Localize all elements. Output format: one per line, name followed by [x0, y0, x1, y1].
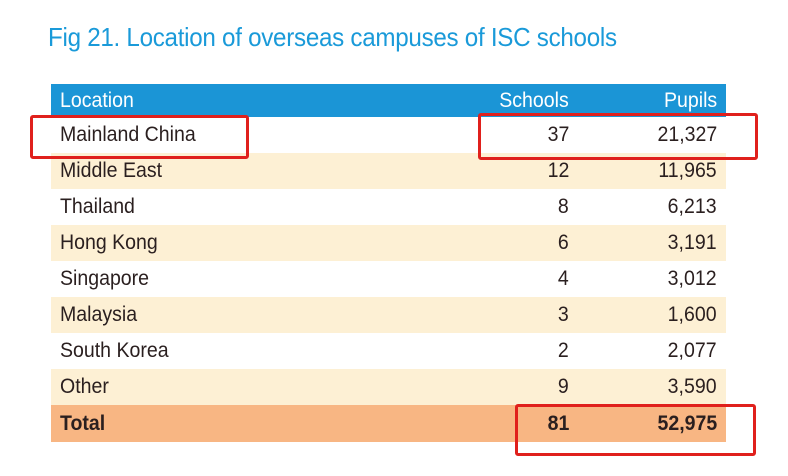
row-pupils: 3,012 [668, 267, 717, 290]
row-schools: 8 [558, 195, 569, 218]
header-location: Location [60, 89, 134, 112]
highlight-box-mainland-china-values [478, 113, 758, 160]
row-pupils: 11,965 [658, 159, 717, 182]
header-pupils: Pupils [663, 89, 717, 112]
table-row: Singapore 4 3,012 [51, 261, 726, 297]
row-schools: 12 [547, 159, 569, 182]
row-location: South Korea [60, 339, 169, 362]
row-pupils: 3,191 [668, 231, 717, 254]
row-location: Middle East [60, 159, 163, 182]
row-pupils: 1,600 [668, 303, 717, 326]
table-row: South Korea 2 2,077 [51, 333, 726, 369]
total-label: Total [60, 411, 106, 435]
table-row: Malaysia 3 1,600 [51, 297, 726, 333]
row-pupils: 3,590 [668, 375, 717, 398]
row-location: Mainland China [60, 123, 196, 146]
row-schools: 2 [558, 339, 569, 362]
row-location: Hong Kong [60, 231, 158, 254]
row-location: Singapore [60, 267, 150, 290]
row-schools: 37 [547, 123, 569, 146]
total-schools: 81 [547, 411, 569, 435]
row-schools: 6 [558, 231, 569, 254]
row-pupils: 21,327 [657, 123, 717, 146]
highlight-box-mainland-china-label [30, 115, 249, 159]
highlight-box-total-values [515, 404, 756, 456]
row-location: Other [60, 375, 109, 398]
row-schools: 4 [558, 267, 569, 290]
total-pupils: 52,975 [657, 411, 717, 435]
row-location: Malaysia [60, 303, 138, 326]
row-pupils: 2,077 [668, 339, 717, 362]
table-row: Thailand 8 6,213 [51, 189, 726, 225]
table-row: Other 9 3,590 [51, 369, 726, 405]
figure-title: Fig 21. Location of overseas campuses of… [48, 22, 617, 52]
row-schools: 3 [558, 303, 569, 326]
row-schools: 9 [558, 375, 569, 398]
row-pupils: 6,213 [668, 195, 717, 218]
campus-table: Location Schools Pupils Mainland China 3… [51, 84, 726, 442]
table-total-row: Total 81 52,975 [51, 405, 726, 442]
table-header: Location Schools Pupils [51, 84, 726, 117]
table-row: Mainland China 37 21,327 [51, 117, 726, 153]
table-row: Hong Kong 6 3,191 [51, 225, 726, 261]
row-location: Thailand [60, 195, 135, 218]
header-schools: Schools [499, 89, 569, 112]
